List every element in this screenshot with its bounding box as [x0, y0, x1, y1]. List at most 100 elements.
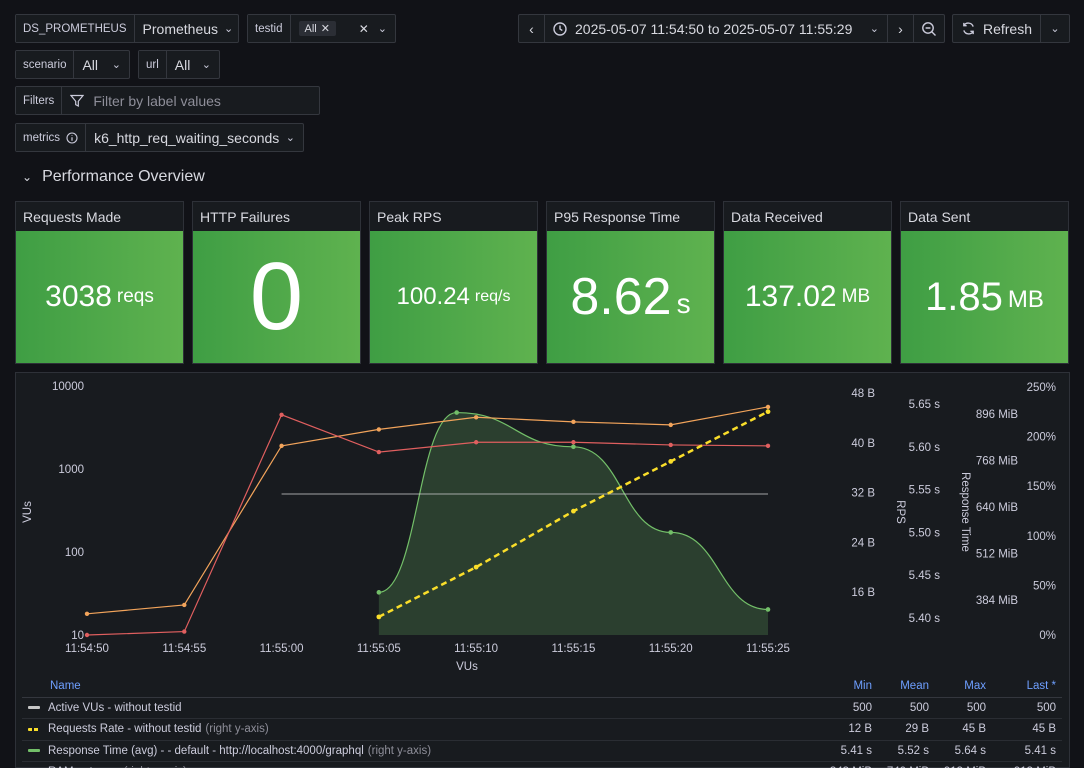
stat-unit: MB [1007, 286, 1044, 313]
legend-row[interactable]: RAM gateway(right y-axis)343 MiB740 MiB9… [22, 762, 1062, 768]
legend-axis-note: (right y-axis) [205, 723, 269, 736]
close-icon[interactable]: ✕ [320, 23, 330, 35]
clear-icon[interactable]: ✕ [358, 21, 369, 36]
legend-last-value: 45 B [1032, 723, 1056, 736]
stat-number: 8.62 [570, 268, 672, 326]
legend-row[interactable]: Response Time (avg) - - default - http:/… [22, 741, 1062, 762]
legend-series-label: Requests Rate - without testid [48, 723, 202, 736]
legend-col-mean[interactable]: Mean [900, 680, 929, 693]
testid-label: testid [248, 15, 291, 42]
url-select[interactable]: All ⌄ [167, 51, 219, 78]
scenario-variable[interactable]: scenario All ⌄ [15, 50, 130, 79]
legend-series-name[interactable]: Active VUs - without testid [22, 702, 819, 714]
metrics-select[interactable]: k6_http_req_waiting_seconds ⌄ [86, 124, 303, 151]
legend-max-value: 45 B [962, 723, 986, 736]
time-range-picker[interactable]: 2025-05-07 11:54:50 to 2025-05-07 11:55:… [544, 14, 888, 43]
legend-row[interactable]: Active VUs - without testid 500 500 500 500 [22, 698, 1062, 719]
legend-min-value: 12 B [848, 723, 872, 736]
legend-series-name[interactable]: RAM gateway (right y-axis) [22, 766, 819, 768]
legend-col-name[interactable]: Name [50, 680, 81, 693]
legend-row[interactable]: Requests Rate - without testid (right y-a… [22, 719, 1062, 741]
stat-number: 3038 [45, 280, 112, 313]
datasource-select[interactable]: Prometheus ⌄ [135, 15, 242, 42]
time-forward-button[interactable]: › [887, 14, 914, 43]
stat-value: 100.24 req/s [370, 231, 537, 363]
stat-title: HTTP Failures [200, 208, 290, 225]
legend-mean-value: 740 MiB [876, 766, 933, 768]
refresh-interval-button[interactable]: ⌄ [1040, 14, 1070, 43]
chevron-down-icon: ⌄ [377, 22, 387, 35]
legend-series-label: Response Time (avg) - - default - http:/… [48, 744, 364, 757]
legend-series-name[interactable]: Response Time (avg) - - default - http:/… [22, 745, 819, 757]
legend-mean-value: 29 B [905, 723, 929, 736]
legend-series-name[interactable]: Requests Rate - without testid (right y-a… [22, 723, 819, 735]
filter-icon [70, 94, 85, 107]
legend-mean-value: 500 [909, 701, 929, 714]
row-header[interactable]: ⌄ Performance Overview [22, 168, 205, 186]
metrics-variable[interactable]: metrics k6_http_req_waiting_seconds ⌄ [15, 123, 304, 152]
zoom-out-button[interactable] [913, 14, 945, 43]
stat-title: Data Received [731, 208, 823, 225]
stat-number: 0 [249, 243, 304, 350]
refresh-button[interactable]: Refresh [952, 14, 1041, 43]
legend-col-max[interactable]: Max [964, 680, 986, 693]
chevron-down-icon: ⌄ [111, 59, 121, 71]
stat-panel-requests-made[interactable]: Requests Made 3038 reqs [15, 201, 184, 364]
stat-value: 1.85 MB [901, 231, 1068, 363]
legend-header: Name Min Mean Max Last * [22, 676, 1062, 698]
stat-number: 137.02 [744, 280, 837, 313]
time-back-button[interactable]: ‹ [518, 14, 545, 43]
stat-unit: s [676, 288, 691, 319]
url-value: All [174, 56, 191, 73]
filters-label: Filters [16, 87, 63, 114]
info-icon[interactable] [66, 131, 78, 144]
testid-chip-label: All [304, 22, 317, 35]
legend-col-last[interactable]: Last * [1026, 680, 1056, 693]
stat-panel-http-failures[interactable]: HTTP Failures 0 [192, 201, 361, 364]
zoom-out-icon [922, 21, 936, 36]
testid-variable[interactable]: testid All ✕ ✕ ⌄ [247, 14, 396, 43]
stat-title: Requests Made [23, 208, 122, 225]
scenario-select[interactable]: All ⌄ [74, 51, 129, 78]
filters-placeholder: Filter by label values [93, 92, 221, 109]
legend-swatch [28, 749, 40, 753]
stat-panel-p95-response-time[interactable]: P95 Response Time 8.62 s [546, 201, 715, 364]
stat-number: 100.24 [396, 283, 470, 310]
legend-min-value: 343 MiB [819, 766, 876, 768]
stat-title: P95 Response Time [554, 208, 681, 225]
legend-last-value: 5.41 s [1024, 744, 1056, 757]
stat-panel-data-sent[interactable]: Data Sent 1.85 MB [900, 201, 1069, 364]
filters-variable[interactable]: Filters Filter by label values [15, 86, 320, 115]
metrics-label: metrics [23, 131, 61, 144]
stat-value: 137.02 MB [724, 231, 891, 363]
chevron-left-icon: ‹ [529, 20, 534, 37]
legend-table: Name Min Mean Max Last * Active VUs - wi… [22, 676, 1062, 768]
stat-panel-data-received[interactable]: Data Received 137.02 MB [723, 201, 892, 364]
stat-unit: MB [841, 286, 871, 307]
datasource-variable[interactable]: DS_PROMETHEUS Prometheus ⌄ [15, 14, 239, 43]
legend-min-value: 5.41 s [840, 744, 872, 757]
metrics-label-wrap: metrics [16, 124, 87, 151]
legend-min-value: 500 [852, 701, 872, 714]
legend-series-label: Active VUs - without testid [48, 701, 182, 714]
stat-unit: reqs [116, 286, 154, 307]
chevron-down-icon: ⌄ [201, 59, 211, 71]
filters-input[interactable]: Filter by label values [62, 87, 319, 114]
stat-value: 8.62 s [547, 231, 714, 363]
testid-select[interactable]: All ✕ ✕ ⌄ [291, 15, 396, 42]
scenario-value: All [82, 56, 99, 73]
testid-chip[interactable]: All ✕ [298, 21, 336, 36]
row-title: Performance Overview [42, 168, 205, 185]
stat-title: Peak RPS [377, 208, 442, 225]
chevron-right-icon: › [898, 20, 903, 37]
legend-max-value: 500 [966, 701, 986, 714]
stat-value: 0 [193, 231, 360, 363]
scenario-label: scenario [16, 51, 75, 78]
url-variable[interactable]: url All ⌄ [138, 50, 220, 79]
legend-series-label: RAM gateway [48, 766, 120, 768]
refresh-label: Refresh [982, 20, 1033, 37]
datasource-label: DS_PROMETHEUS [16, 15, 135, 42]
legend-col-min[interactable]: Min [853, 680, 872, 693]
chevron-down-icon: ⌄ [869, 23, 879, 35]
stat-panel-peak-rps[interactable]: Peak RPS 100.24 req/s [369, 201, 538, 364]
